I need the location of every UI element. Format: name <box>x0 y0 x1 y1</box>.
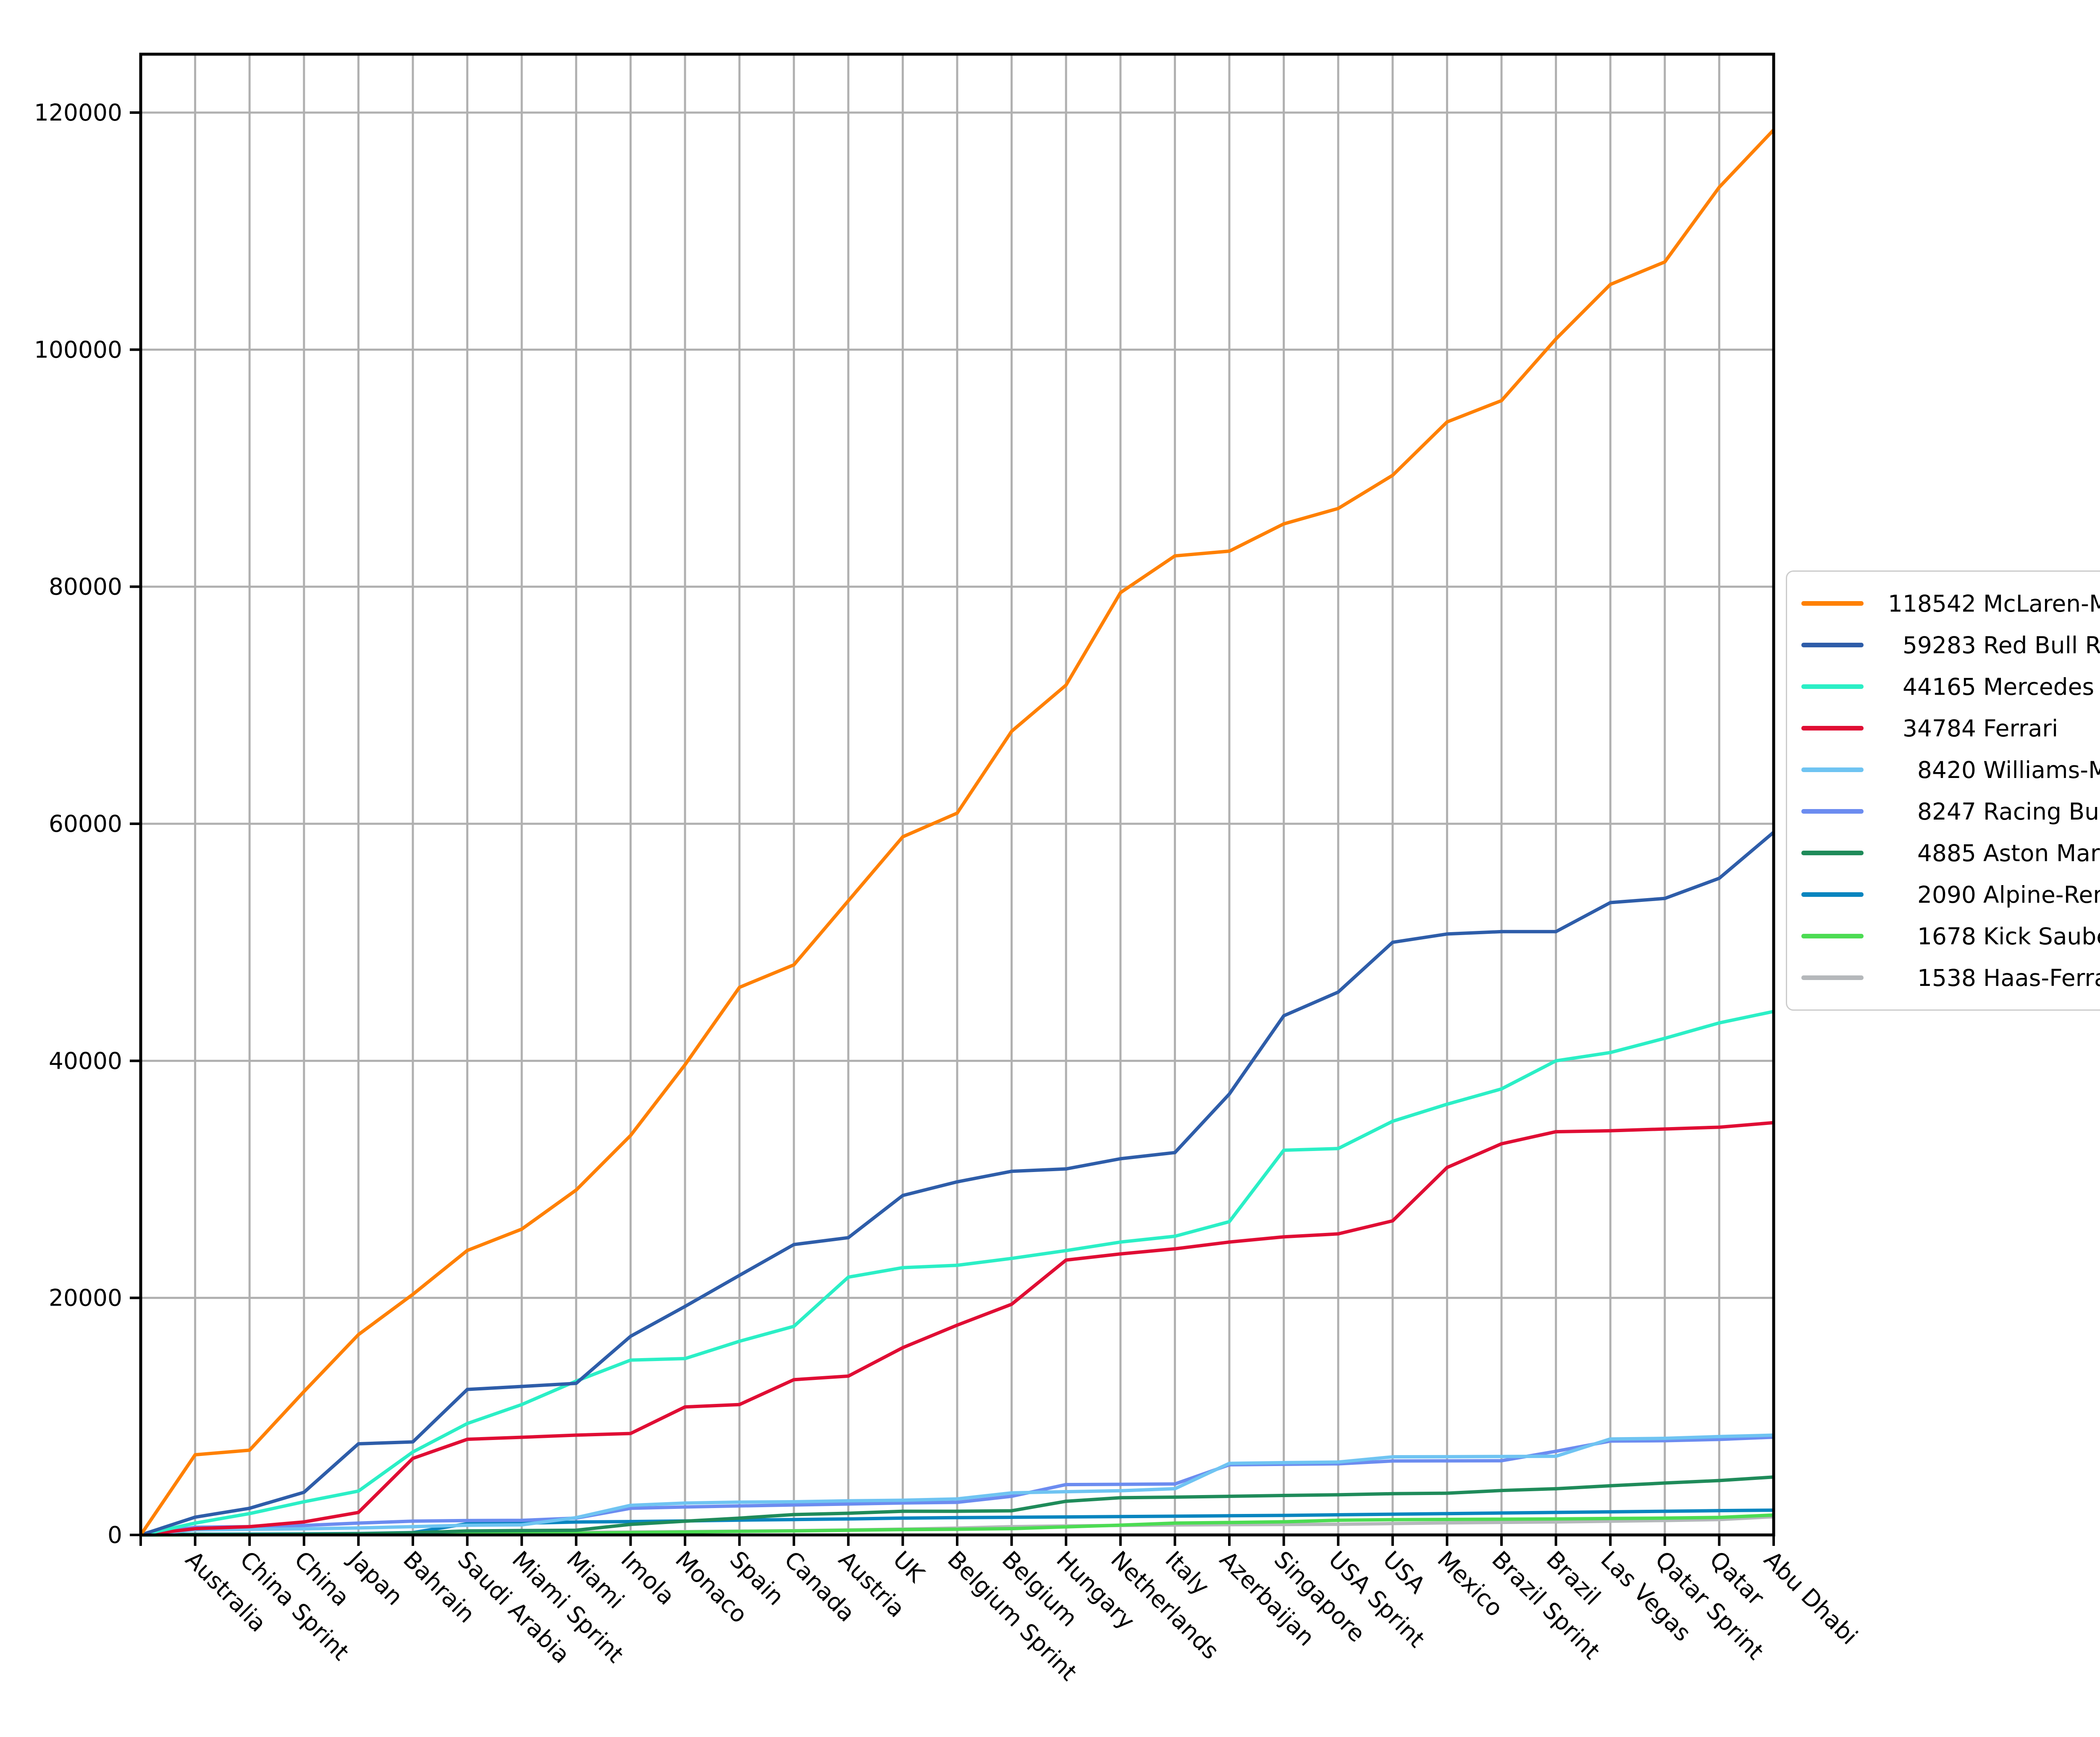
legend-entry: 8247 Racing Bulls-Honda RBPT <box>1801 791 2100 832</box>
line-aston-martin-aramco-mercedes <box>140 1475 1774 1537</box>
legend-value: 4885 <box>1917 839 1976 867</box>
legend-entry: 8420 Williams-Mercedes <box>1801 749 2100 791</box>
legend-color-swatch <box>1801 851 1864 855</box>
y-tick-label: 0 <box>108 1522 122 1548</box>
legend-color-swatch <box>1801 601 1864 606</box>
legend-label: McLaren-Mercedes <box>1983 590 2100 617</box>
line-williams-mercedes <box>140 1433 1774 1537</box>
line-racing-bulls-honda-rbpt <box>140 1435 1774 1537</box>
legend-value: 1678 <box>1917 922 1976 950</box>
legend-entry: 118542 McLaren-Mercedes <box>1801 583 2100 624</box>
legend-color-swatch <box>1801 892 1864 897</box>
legend-value: 59283 <box>1903 631 1976 659</box>
legend-label: Racing Bulls-Honda RBPT <box>1983 798 2100 825</box>
legend-color-swatch <box>1801 975 1864 980</box>
legend-label: Williams-Mercedes <box>1983 756 2100 783</box>
line-mclaren-mercedes <box>139 129 1775 1536</box>
y-tick-labels: 0 20000 40000 60000 80000 100000 120000 <box>34 99 122 1548</box>
legend-label: Red Bull Racing-Honda RBPT <box>1983 631 2100 659</box>
y-tick-label: 40000 <box>49 1047 122 1074</box>
y-tick-label: 120000 <box>34 99 122 126</box>
y-tick-label: 20000 <box>49 1285 122 1311</box>
y-tick-label: 80000 <box>49 573 122 600</box>
legend-entry: 44165 Mercedes <box>1801 666 2100 707</box>
line-red-bull-racing-honda-rbpt <box>140 831 1775 1537</box>
line-ferrari <box>140 1121 1774 1537</box>
axis-ticks <box>130 111 1775 1546</box>
legend-value: 8247 <box>1917 798 1976 825</box>
line-mercedes <box>140 1009 1774 1537</box>
legend-color-swatch <box>1801 643 1864 647</box>
legend-color-swatch <box>1801 767 1864 772</box>
legend-value: 2090 <box>1917 881 1976 908</box>
legend-label: Alpine-Renault <box>1983 881 2100 908</box>
legend-color-swatch <box>1801 809 1864 814</box>
gridlines <box>141 54 1775 1536</box>
legend-label: Ferrari <box>1983 715 2058 742</box>
legend-label: Mercedes <box>1983 673 2095 700</box>
legend-value: 44165 <box>1903 673 1976 700</box>
legend-color-swatch <box>1801 934 1864 938</box>
legend-value: 34784 <box>1903 715 1976 742</box>
y-tick-label: 60000 <box>49 810 122 837</box>
legend-label: Kick Sauber-Ferrari <box>1983 922 2100 950</box>
legend-entry: 34784 Ferrari <box>1801 707 2100 749</box>
legend-value: 8420 <box>1917 756 1976 783</box>
legend-label: Aston Martin Aramco-Mercedes <box>1983 839 2100 867</box>
y-tick-label: 100000 <box>34 336 122 363</box>
legend-label: Haas-Ferrari <box>1983 964 2100 991</box>
legend-entry: 1538 Haas-Ferrari <box>1801 957 2100 999</box>
legend-value: 118542 <box>1888 590 1976 617</box>
legend-color-swatch <box>1801 684 1864 689</box>
legend-value: 1538 <box>1917 964 1976 991</box>
legend-entry: 2090 Alpine-Renault <box>1801 874 2100 915</box>
legend-color-swatch <box>1801 726 1864 731</box>
